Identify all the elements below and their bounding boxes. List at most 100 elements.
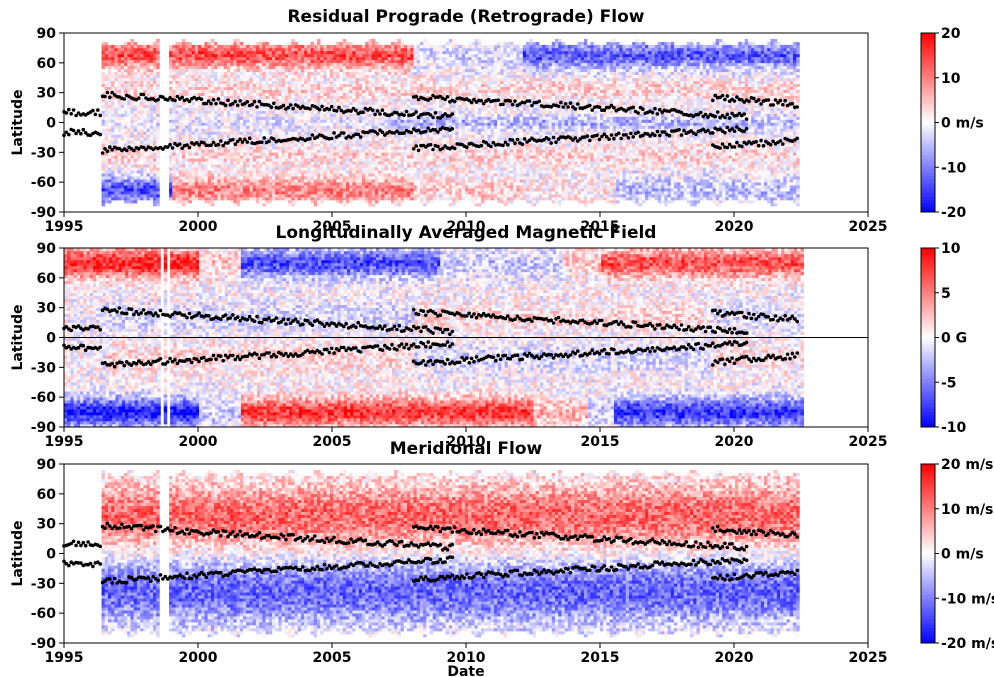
- heatmap-cell: [253, 120, 257, 123]
- heatmap-cell: [240, 128, 244, 131]
- heatmap-cell: [294, 188, 298, 191]
- heatmap-cell: [237, 164, 241, 167]
- heatmap-cell: [266, 108, 270, 111]
- heatmap-cell: [124, 72, 128, 75]
- heatmap-cell: [224, 87, 228, 90]
- heatmap-cell: [301, 96, 305, 99]
- heatmap-cell: [208, 69, 212, 72]
- heatmap-cell: [323, 161, 327, 164]
- heatmap-cell: [227, 60, 231, 63]
- heatmap-cell: [256, 87, 260, 90]
- heatmap-cell: [256, 179, 260, 182]
- heatmap-cell: [311, 96, 315, 99]
- heatmap-cell: [327, 128, 331, 131]
- heatmap-cell: [217, 152, 221, 155]
- heatmap-cell: [169, 75, 173, 78]
- heatmap-cell: [304, 164, 308, 167]
- heatmap-cell: [269, 120, 273, 123]
- heatmap-cell: [227, 48, 231, 51]
- heatmap-cell: [198, 167, 202, 170]
- heatmap-cell: [179, 120, 183, 123]
- heatmap-cell: [311, 48, 315, 51]
- heatmap-cell: [114, 182, 118, 185]
- heatmap-cell: [192, 51, 196, 54]
- heatmap-cell: [243, 66, 247, 69]
- heatmap-cell: [192, 146, 196, 149]
- heatmap-cell: [298, 188, 302, 191]
- heatmap-cell: [243, 179, 247, 182]
- heatmap-cell: [108, 134, 112, 137]
- heatmap-cell: [288, 42, 292, 45]
- heatmap-cell: [278, 102, 282, 105]
- heatmap-cell: [198, 48, 202, 51]
- heatmap-cell: [256, 137, 260, 140]
- heatmap-cell: [221, 63, 225, 66]
- heatmap-cell: [153, 152, 157, 155]
- heatmap-cell: [227, 164, 231, 167]
- heatmap-cell: [156, 134, 160, 137]
- heatmap-cell: [259, 111, 263, 114]
- heatmap-cell: [111, 194, 115, 197]
- heatmap-cell: [330, 51, 334, 54]
- heatmap-cell: [298, 170, 302, 173]
- heatmap-cell: [233, 87, 237, 90]
- heatmap-cell: [195, 78, 199, 81]
- heatmap-cell: [294, 78, 298, 81]
- heatmap-cell: [185, 57, 189, 60]
- heatmap-cell: [237, 108, 241, 111]
- heatmap-cell: [285, 134, 289, 137]
- heatmap-cell: [204, 161, 208, 164]
- heatmap-cell: [150, 140, 154, 143]
- heatmap-cell: [198, 63, 202, 66]
- heatmap-cell: [114, 152, 118, 155]
- heatmap-cell: [314, 54, 318, 57]
- heatmap-cell: [182, 173, 186, 176]
- heatmap-cell: [130, 45, 134, 48]
- heatmap-cell: [169, 134, 173, 137]
- heatmap-cell: [243, 84, 247, 87]
- heatmap-cell: [314, 48, 318, 51]
- heatmap-cell: [317, 87, 321, 90]
- heatmap-cell: [266, 78, 270, 81]
- heatmap-cell: [153, 155, 157, 158]
- heatmap-cell: [153, 161, 157, 164]
- heatmap-cell: [172, 108, 176, 111]
- heatmap-cell: [185, 191, 189, 194]
- heatmap-cell: [108, 42, 112, 45]
- heatmap-cell: [204, 84, 208, 87]
- heatmap-cell: [233, 191, 237, 194]
- heatmap-cell: [327, 197, 331, 200]
- heatmap-cell: [224, 149, 228, 152]
- heatmap-cell: [288, 182, 292, 185]
- heatmap-cell: [121, 134, 125, 137]
- heatmap-cell: [240, 125, 244, 128]
- heatmap-cell: [105, 143, 109, 146]
- heatmap-cell: [307, 78, 311, 81]
- heatmap-cell: [118, 191, 122, 194]
- heatmap-cell: [249, 87, 253, 90]
- heatmap-cell: [288, 87, 292, 90]
- heatmap-cell: [156, 108, 160, 111]
- heatmap-cell: [153, 191, 157, 194]
- heatmap-cell: [269, 51, 273, 54]
- heatmap-cell: [147, 108, 151, 111]
- heatmap-cell: [108, 114, 112, 117]
- heatmap-cell: [275, 188, 279, 191]
- heatmap-cell: [282, 185, 286, 188]
- heatmap-cell: [140, 131, 144, 134]
- heatmap-cell: [102, 84, 106, 87]
- heatmap-cell: [105, 78, 109, 81]
- heatmap-cell: [188, 134, 192, 137]
- heatmap-cell: [307, 54, 311, 57]
- heatmap-cell: [323, 60, 327, 63]
- heatmap-cell: [307, 194, 311, 197]
- heatmap-cell: [140, 54, 144, 57]
- heatmap-cell: [314, 161, 318, 164]
- heatmap-cell: [333, 60, 337, 63]
- heatmap-cell: [188, 179, 192, 182]
- heatmap-cell: [121, 137, 125, 140]
- heatmap-cell: [259, 93, 263, 96]
- heatmap-cell: [211, 84, 215, 87]
- heatmap-cell: [156, 155, 160, 158]
- heatmap-cell: [150, 69, 154, 72]
